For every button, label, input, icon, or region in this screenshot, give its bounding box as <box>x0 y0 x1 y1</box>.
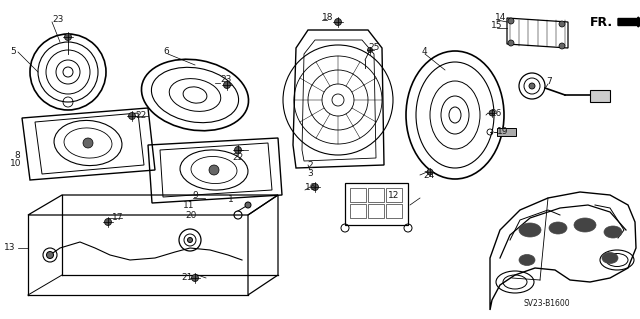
Text: 9: 9 <box>192 191 198 201</box>
Text: 3: 3 <box>307 168 313 177</box>
Circle shape <box>335 19 342 26</box>
Text: 20: 20 <box>185 211 196 219</box>
Circle shape <box>65 33 72 41</box>
Text: 22: 22 <box>232 153 243 162</box>
Circle shape <box>188 238 193 242</box>
Text: 4: 4 <box>422 48 428 56</box>
Text: 17: 17 <box>112 213 124 222</box>
Polygon shape <box>497 128 516 136</box>
Circle shape <box>191 275 198 281</box>
Text: 7: 7 <box>546 78 552 86</box>
Text: 10: 10 <box>10 159 22 167</box>
Text: 23: 23 <box>220 76 232 85</box>
Text: 12: 12 <box>388 190 399 199</box>
Text: 25: 25 <box>368 43 380 53</box>
Circle shape <box>312 183 319 190</box>
Ellipse shape <box>549 222 567 234</box>
Text: 16: 16 <box>305 183 317 192</box>
Text: 21: 21 <box>181 273 193 283</box>
Circle shape <box>104 219 111 226</box>
Text: 14: 14 <box>495 12 506 21</box>
Text: 24: 24 <box>423 170 435 180</box>
Circle shape <box>234 146 241 153</box>
Circle shape <box>245 202 251 208</box>
Text: 26: 26 <box>490 108 501 117</box>
Circle shape <box>559 21 565 27</box>
Ellipse shape <box>519 223 541 237</box>
Circle shape <box>223 81 230 88</box>
Text: 6: 6 <box>163 48 169 56</box>
Ellipse shape <box>604 226 622 238</box>
Ellipse shape <box>574 218 596 232</box>
Text: 11: 11 <box>183 201 195 210</box>
Circle shape <box>508 18 514 24</box>
Circle shape <box>83 138 93 148</box>
Text: SV23-B1600: SV23-B1600 <box>524 299 571 308</box>
Text: 19: 19 <box>497 127 509 136</box>
Ellipse shape <box>519 255 535 265</box>
Text: 13: 13 <box>4 243 15 253</box>
Text: 22: 22 <box>135 110 147 120</box>
Text: 18: 18 <box>322 12 333 21</box>
Ellipse shape <box>602 253 618 263</box>
Circle shape <box>427 169 433 175</box>
Text: 1: 1 <box>228 196 234 204</box>
Circle shape <box>559 43 565 49</box>
Polygon shape <box>590 90 610 102</box>
Text: FR.: FR. <box>590 16 613 28</box>
Text: 23: 23 <box>52 14 63 24</box>
Circle shape <box>489 110 495 116</box>
Text: 2: 2 <box>307 160 312 169</box>
Circle shape <box>209 165 219 175</box>
FancyArrow shape <box>618 17 640 27</box>
Circle shape <box>47 251 54 258</box>
Circle shape <box>129 113 136 120</box>
Circle shape <box>508 40 514 46</box>
Circle shape <box>367 48 372 53</box>
Text: 8: 8 <box>14 151 20 160</box>
Text: 5: 5 <box>10 48 16 56</box>
Text: 15: 15 <box>491 21 502 31</box>
Circle shape <box>529 83 535 89</box>
